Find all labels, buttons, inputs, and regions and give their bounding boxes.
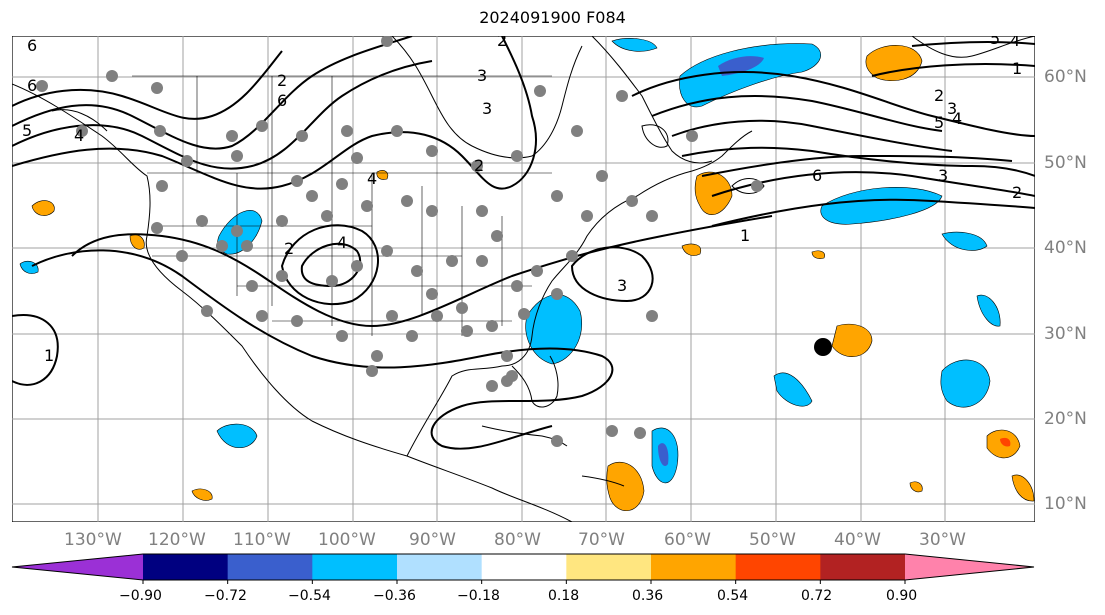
coastlines (12, 36, 1035, 522)
contour-label: 5 (22, 121, 32, 140)
anomaly-orange-newfoundland (694, 171, 733, 215)
contour-label: 1 (1012, 59, 1022, 78)
colorbar (11, 553, 1035, 584)
anomaly-orange-e2 (1011, 474, 1035, 502)
lat-label: 40°N (1044, 238, 1087, 258)
anomaly-darkblue-caribbean (658, 443, 669, 466)
colorbar-segment (820, 554, 906, 580)
contour-label: 2 (474, 156, 484, 175)
contour-label: 3 (938, 166, 948, 185)
colorbar-ticks (142, 580, 906, 584)
anomaly-blue-greenland (611, 38, 658, 52)
contour-label: 2 (497, 36, 507, 50)
anomaly-blue-atlantic (820, 187, 943, 225)
contour-label: 2 (284, 239, 294, 258)
contour-label: 3 (482, 99, 492, 118)
colorbar-tick-label: −0.90 (119, 588, 162, 604)
colorbar-extend-low (12, 554, 143, 580)
contour-label: 4 (952, 109, 962, 128)
anomaly-blue-midatl2 (773, 372, 813, 407)
graticule (12, 36, 1035, 522)
anomaly-blue-east (976, 294, 1001, 327)
anomaly-blue-atlantic2 (941, 231, 988, 251)
contour-label: 2 (1012, 183, 1022, 202)
anomaly-orange-greenland (865, 45, 923, 81)
lon-label: 80°W (494, 530, 541, 550)
lat-label: 20°N (1044, 409, 1087, 429)
anomaly-orange-e3 (909, 481, 923, 493)
lon-label: 70°W (578, 530, 625, 550)
contour-label: 4 (1010, 36, 1020, 50)
anomaly-darkblue-labrador (718, 56, 764, 76)
colorbar-tick-label: 0.72 (801, 588, 833, 604)
lat-label: 30°N (1044, 324, 1087, 344)
anomaly-orange-sm (811, 250, 825, 259)
contour-label: 6 (27, 36, 37, 55)
anomaly-orange-mex (191, 488, 213, 501)
contour-label: 6 (812, 166, 822, 185)
lon-label: 50°W (749, 530, 796, 550)
shading (19, 38, 1035, 512)
contour-label: 3 (947, 99, 957, 118)
lon-label: 110°W (233, 530, 291, 550)
anomaly-red-east (1000, 437, 1011, 447)
colorbar-extend-high (905, 554, 1034, 580)
contour-label: 2 (277, 71, 287, 90)
colorbar-segment (227, 554, 313, 580)
contour-label: 5 (934, 113, 944, 132)
colorbar-segments (11, 553, 1035, 581)
forecast-map: 6 6 5 4 6 3 2 2 4 4 2 2 3 1 1 6 3 2 1 2 … (12, 36, 1035, 522)
contour-label: 4 (337, 233, 347, 252)
anomaly-blue-labrador (679, 43, 821, 108)
anomaly-blue-midatl (940, 359, 991, 408)
lat-label: 60°N (1044, 67, 1087, 87)
lat-label: 50°N (1044, 153, 1087, 173)
lon-label: 60°W (664, 530, 711, 550)
colorbar-segment (566, 554, 652, 580)
lon-label: 90°W (409, 530, 456, 550)
colorbar-tick-label: 0.36 (632, 588, 664, 604)
contour-label: 6 (27, 76, 37, 95)
contour-labels: 6 6 5 4 6 3 2 2 4 4 2 2 3 1 1 6 3 2 1 2 … (22, 36, 1022, 365)
contour-label: 3 (617, 276, 627, 295)
map-title: 2024091900 F084 (479, 8, 626, 27)
contour-label: 6 (277, 91, 287, 110)
colorbar-tick-label: −0.72 (204, 588, 247, 604)
colorbar-segment (735, 554, 821, 580)
colorbar-tick-label: −0.18 (457, 588, 500, 604)
lon-label: 40°W (834, 530, 881, 550)
anomaly-orange-pac (31, 200, 55, 216)
lat-label: 10°N (1044, 494, 1087, 514)
anomaly-orange-gr2 (376, 170, 389, 180)
anomaly-orange-nc (681, 243, 702, 256)
colorbar-segment (143, 554, 229, 580)
anomaly-orange-caribbean (606, 461, 645, 512)
colorbar-tick-label: 0.18 (548, 588, 580, 604)
colorbar-tick-label: 0.54 (717, 588, 749, 604)
contour-label: 3 (477, 66, 487, 85)
lon-label: 130°W (64, 530, 122, 550)
colorbar-segment (481, 554, 567, 580)
colorbar-tick-label: 0.90 (886, 588, 918, 604)
lon-label: 100°W (318, 530, 376, 550)
contour-label: 4 (367, 169, 377, 188)
lon-label: 120°W (148, 530, 206, 550)
colorbar-segment (312, 554, 398, 580)
contour-label: 1 (44, 346, 54, 365)
contour-label: 5 (990, 36, 1000, 48)
colorbar-tick-label: −0.36 (373, 588, 416, 604)
lon-label: 30°W (919, 530, 966, 550)
colorbar-segment (397, 554, 483, 580)
contour-label: 1 (740, 226, 750, 245)
stations (36, 36, 763, 447)
anomaly-blue-pacific (216, 423, 258, 448)
anomaly-orange-atl (831, 323, 873, 357)
contours (12, 36, 1035, 450)
colorbar-segment (651, 554, 737, 580)
contour-label: 4 (74, 126, 84, 145)
colorbar-tick-label: −0.54 (288, 588, 331, 604)
contour-label: 2 (934, 86, 944, 105)
storm-position-marker (814, 338, 832, 356)
